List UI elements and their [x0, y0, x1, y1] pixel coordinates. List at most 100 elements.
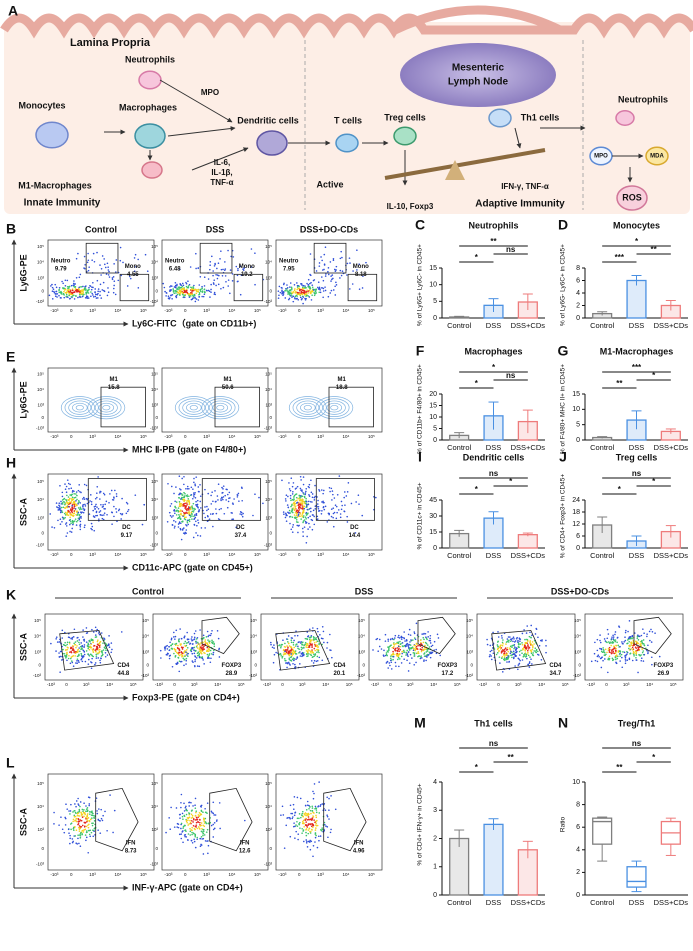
significance-label: * [492, 363, 496, 372]
event-dot [212, 823, 215, 826]
event-dot [195, 292, 198, 295]
event-dot [58, 652, 60, 654]
event-dot [412, 652, 415, 654]
event-dot [199, 495, 202, 497]
event-dot [94, 649, 97, 652]
y-tick-label: 0 [41, 289, 44, 294]
event-dot [303, 812, 305, 815]
event-dot [312, 826, 314, 829]
event-dot [314, 484, 316, 487]
event-dot [194, 825, 197, 828]
event-dot [85, 810, 87, 813]
event-dot [75, 499, 77, 502]
treg-cell [393, 126, 417, 146]
event-dot [287, 293, 289, 295]
event-dot [329, 831, 332, 834]
event-dot [171, 293, 174, 296]
event-dot [192, 294, 194, 297]
x-tick-label: -10³ [164, 434, 173, 439]
event-dot [284, 290, 286, 292]
event-dot [528, 646, 531, 649]
event-dot [290, 639, 293, 642]
event-dot [239, 513, 241, 515]
event-dot [192, 510, 195, 513]
event-dot [404, 640, 406, 642]
event-dot [215, 512, 218, 515]
event-dot [169, 514, 172, 517]
x-tick-label: -10³ [278, 872, 287, 877]
event-dot [75, 817, 78, 820]
event-dot [96, 492, 98, 494]
event-dot [75, 524, 78, 526]
event-dot [327, 267, 330, 269]
event-dot [317, 505, 320, 508]
event-dot [313, 291, 315, 294]
y-axis-label: % of CD4+ IFN-γ+ in CD45+ [417, 783, 424, 865]
contour [216, 405, 225, 411]
x-tick-label: 10⁵ [254, 308, 261, 313]
event-dot [198, 296, 200, 298]
event-dot [194, 484, 197, 487]
event-dot [198, 509, 200, 511]
y-tick-label: 10³ [265, 402, 272, 407]
event-dot [165, 645, 167, 648]
event-dot [309, 515, 311, 518]
event-dot [179, 528, 182, 531]
diagram-label: MDA [650, 154, 664, 160]
event-dot [302, 286, 304, 288]
event-dot [77, 511, 80, 514]
event-dot [309, 809, 312, 812]
event-dot [199, 646, 202, 649]
event-dot [92, 252, 95, 255]
y-axis-label: Ratio [560, 817, 567, 833]
y-tick-label: -10³ [465, 673, 474, 678]
event-dot [199, 500, 202, 503]
event-dot [315, 811, 318, 814]
event-dot [503, 658, 505, 661]
event-dot [307, 832, 310, 835]
event-dot [311, 805, 314, 808]
y-tick-label: 10⁵ [37, 781, 44, 786]
event-dot [626, 659, 629, 662]
event-dot [174, 656, 177, 658]
event-dot [180, 493, 183, 495]
event-dot [184, 640, 187, 643]
event-dot [530, 651, 533, 653]
event-dot [295, 496, 298, 499]
event-dot [96, 279, 99, 282]
event-dot [300, 290, 303, 293]
event-dot [174, 638, 176, 640]
significance-label: * [509, 477, 513, 486]
event-dot [194, 814, 197, 817]
event-dot [629, 635, 632, 638]
event-dot [285, 494, 288, 497]
event-dot [285, 662, 287, 664]
event-dot [297, 497, 299, 500]
event-dot [513, 638, 515, 640]
event-dot [183, 495, 186, 497]
event-dot [210, 291, 212, 293]
y-tick-label: 0 [578, 663, 581, 668]
diagram-label: IL-1β, [211, 168, 232, 177]
event-dot [55, 286, 58, 289]
event-dot [321, 659, 324, 662]
event-dot [109, 493, 111, 495]
event-dot [502, 639, 504, 641]
event-dot [202, 832, 204, 835]
event-dot [212, 653, 215, 656]
event-dot [312, 655, 314, 658]
event-dot [194, 807, 197, 809]
event-dot [82, 508, 85, 510]
gate-name: Mono [239, 264, 255, 270]
event-dot [307, 528, 309, 530]
event-dot [58, 505, 61, 507]
event-dot [311, 501, 313, 503]
event-dot [179, 813, 181, 816]
y-tick-label: 10⁴ [151, 260, 158, 265]
event-dot [165, 295, 167, 297]
event-dot [74, 803, 76, 805]
event-dot [391, 646, 394, 649]
event-dot [118, 508, 121, 511]
event-dot [403, 644, 406, 647]
event-dot [606, 637, 609, 640]
